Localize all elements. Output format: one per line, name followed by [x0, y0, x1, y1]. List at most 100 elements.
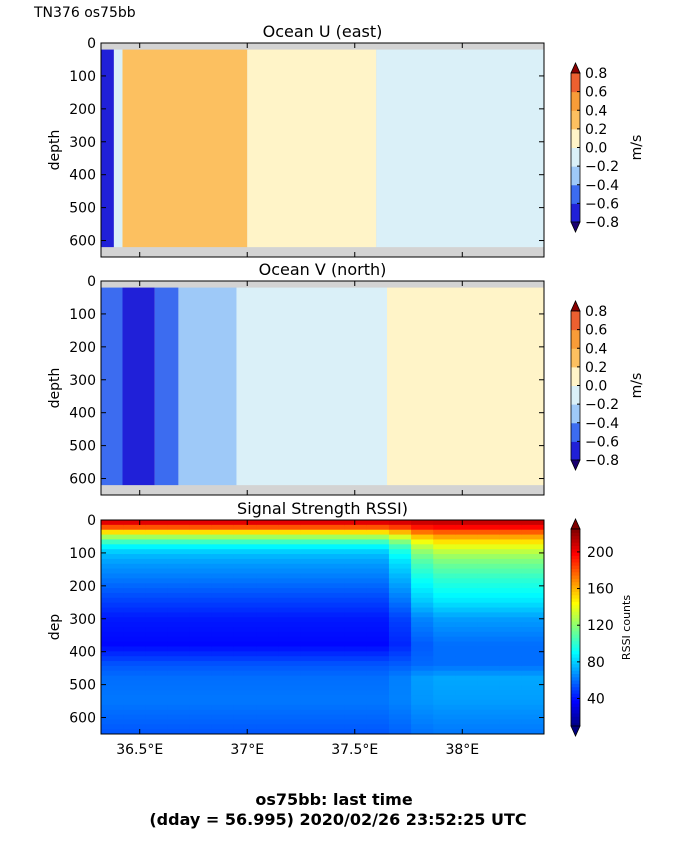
heatmap-cell: [211, 563, 235, 570]
colorbar-swatch: [571, 551, 580, 556]
heatmap-cell: [322, 651, 346, 657]
heatmap-cell: [256, 631, 279, 638]
heatmap-cell: [233, 520, 257, 526]
colorbar-swatch: [571, 627, 580, 632]
heatmap-cell: [521, 524, 544, 531]
heatmap-cell: [455, 544, 479, 550]
heatmap-cell: [521, 690, 544, 696]
heatmap-cell: [123, 714, 146, 721]
colorbar-swatch: [571, 693, 580, 698]
heatmap-cell: [366, 631, 390, 638]
heatmap-cell: [167, 680, 191, 686]
heatmap-cell: [167, 607, 191, 614]
heatmap-cell: [433, 554, 456, 560]
heatmap-cell: [233, 709, 257, 716]
heatmap-cell: [411, 529, 434, 536]
heatmap-cell: [388, 592, 412, 599]
heatmap-cell: [322, 563, 346, 570]
heatmap-cell: [278, 612, 301, 618]
heatmap-cell: [189, 520, 213, 526]
heatmap-cell: [477, 554, 501, 560]
heatmap-cell: [411, 568, 434, 575]
heatmap-cell: [388, 607, 412, 614]
heatmap-cell: [521, 539, 544, 545]
heatmap-cell: [388, 544, 412, 550]
heatmap-cell: [233, 685, 257, 691]
heatmap-cell: [366, 656, 390, 662]
heatmap-cell: [499, 612, 523, 618]
heatmap-cell: [411, 685, 434, 691]
heatmap-cell: [167, 627, 191, 633]
heatmap-region: [178, 287, 237, 486]
heatmap-cell: [101, 709, 124, 716]
heatmap-cell: [256, 524, 279, 531]
heatmap-cell: [433, 544, 456, 550]
heatmap-cell: [411, 607, 434, 614]
heatmap-cell: [366, 651, 390, 657]
heatmap-cell: [344, 558, 368, 565]
colorbar-swatch: [571, 712, 580, 717]
heatmap-cell: [300, 661, 324, 667]
heatmap-cell: [233, 539, 257, 545]
heatmap-cell: [167, 597, 191, 604]
heatmap-cell: [388, 699, 412, 706]
colorbar-swatch: [571, 611, 580, 615]
heatmap-cell: [411, 583, 434, 589]
heatmap-cell: [433, 651, 456, 657]
heatmap-cell: [366, 699, 390, 706]
heatmap-cell: [322, 524, 346, 531]
heatmap-cell: [189, 680, 213, 686]
heatmap-cell: [167, 520, 191, 526]
heatmap-cell: [433, 627, 456, 633]
heatmap-cell: [256, 709, 279, 716]
heatmap-cell: [233, 729, 257, 734]
colorbar-swatch: [571, 91, 580, 111]
heatmap-cell: [256, 627, 279, 633]
x-tick-label: 38°E: [445, 742, 479, 758]
heatmap-cell: [455, 714, 479, 721]
heatmap-cell: [278, 675, 301, 682]
heatmap-cell: [256, 724, 279, 730]
heatmap-cell: [521, 588, 544, 594]
colorbar-swatch: [571, 689, 580, 694]
heatmap-cell: [256, 573, 279, 579]
heatmap-cell: [366, 597, 390, 604]
heatmap-cell: [256, 539, 279, 545]
heatmap-cell: [300, 709, 324, 716]
heatmap-cell: [322, 675, 346, 682]
heatmap-cell: [433, 583, 456, 589]
heatmap-cell: [167, 714, 191, 721]
heatmap-cell: [521, 573, 544, 579]
colorbar-frame: [570, 528, 581, 727]
heatmap-cell: [278, 520, 301, 526]
heatmap-cell: [366, 646, 390, 652]
heatmap-cell: [256, 646, 279, 652]
colorbar-swatch: [571, 614, 580, 619]
heatmap-cell: [211, 665, 235, 672]
heatmap-cell: [167, 661, 191, 667]
heatmap-cell: [123, 670, 146, 677]
y-tick-label: 0: [87, 274, 96, 290]
y-tick-label: 0: [87, 36, 96, 52]
heatmap-cell: [499, 544, 523, 550]
heatmap-cell: [499, 704, 523, 711]
heatmap-cell: [167, 670, 191, 677]
heatmap-cell: [300, 646, 324, 652]
colorbar-tick-label: −0.2: [585, 159, 619, 175]
heatmap-cell: [411, 646, 434, 652]
heatmap-cell: [211, 680, 235, 686]
heatmap-cell: [366, 661, 390, 667]
heatmap-cell: [278, 602, 301, 609]
heatmap-cell: [189, 627, 213, 633]
heatmap-cell: [455, 627, 479, 633]
heatmap-cell: [344, 656, 368, 662]
heatmap-cell: [411, 539, 434, 545]
heatmap-cell: [300, 729, 324, 734]
colorbar-swatch: [571, 588, 580, 592]
heatmap-cell: [499, 520, 523, 526]
heatmap-cell: [233, 568, 257, 575]
colorbar-tick-label: 0.2: [585, 360, 607, 376]
heatmap-cell: [278, 661, 301, 667]
heatmap-cell: [433, 695, 456, 701]
heatmap-cell: [411, 597, 434, 604]
